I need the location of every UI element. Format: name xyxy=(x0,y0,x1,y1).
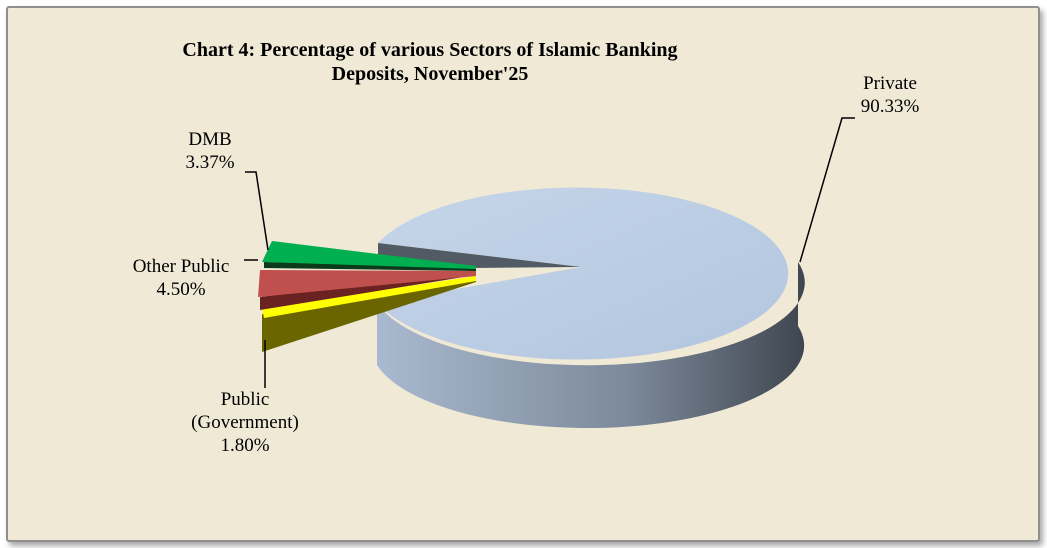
slice-dmb xyxy=(262,241,476,271)
label-private-value: 90.33% xyxy=(860,96,920,117)
slice-dmb-side xyxy=(264,262,476,271)
label-private-name: Private xyxy=(863,73,917,94)
label-public-government-name-line1: Public xyxy=(220,389,270,410)
label-other-public-value: 4.50% xyxy=(156,279,206,300)
slice-other-public-top xyxy=(258,270,476,297)
label-dmb-value: 3.37% xyxy=(185,152,235,173)
label-public-government: Public (Government) 1.80% xyxy=(175,388,315,457)
label-other-public: Other Public 4.50% xyxy=(113,255,249,301)
slice-private xyxy=(377,187,805,429)
label-public-government-name-line2: (Government) xyxy=(191,412,299,433)
slice-dmb-top xyxy=(262,241,476,269)
slice-other-public xyxy=(258,270,476,310)
label-public-government-value: 1.80% xyxy=(220,435,270,456)
leader-line-private xyxy=(799,117,855,263)
slice-private-top xyxy=(377,187,789,360)
label-private: Private 90.33% xyxy=(830,72,950,118)
slice-public-government-top xyxy=(262,276,476,318)
chart-title: Chart 4: Percentage of various Sectors o… xyxy=(182,39,678,85)
label-dmb-name: DMB xyxy=(188,129,232,150)
leader-line-dmb xyxy=(245,171,269,251)
slice-private-side xyxy=(377,262,805,429)
label-dmb: DMB 3.37% xyxy=(170,128,250,174)
slice-public-government xyxy=(262,276,476,352)
label-other-public-name: Other Public xyxy=(132,256,230,277)
chart-frame xyxy=(6,6,1040,542)
slice-public-government-side xyxy=(262,276,476,352)
